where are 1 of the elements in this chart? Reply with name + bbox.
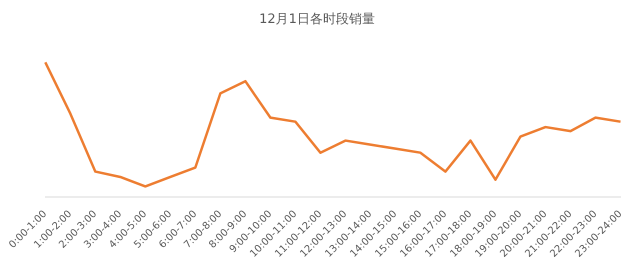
chart-title: 12月1日各时段销量 <box>259 12 375 28</box>
